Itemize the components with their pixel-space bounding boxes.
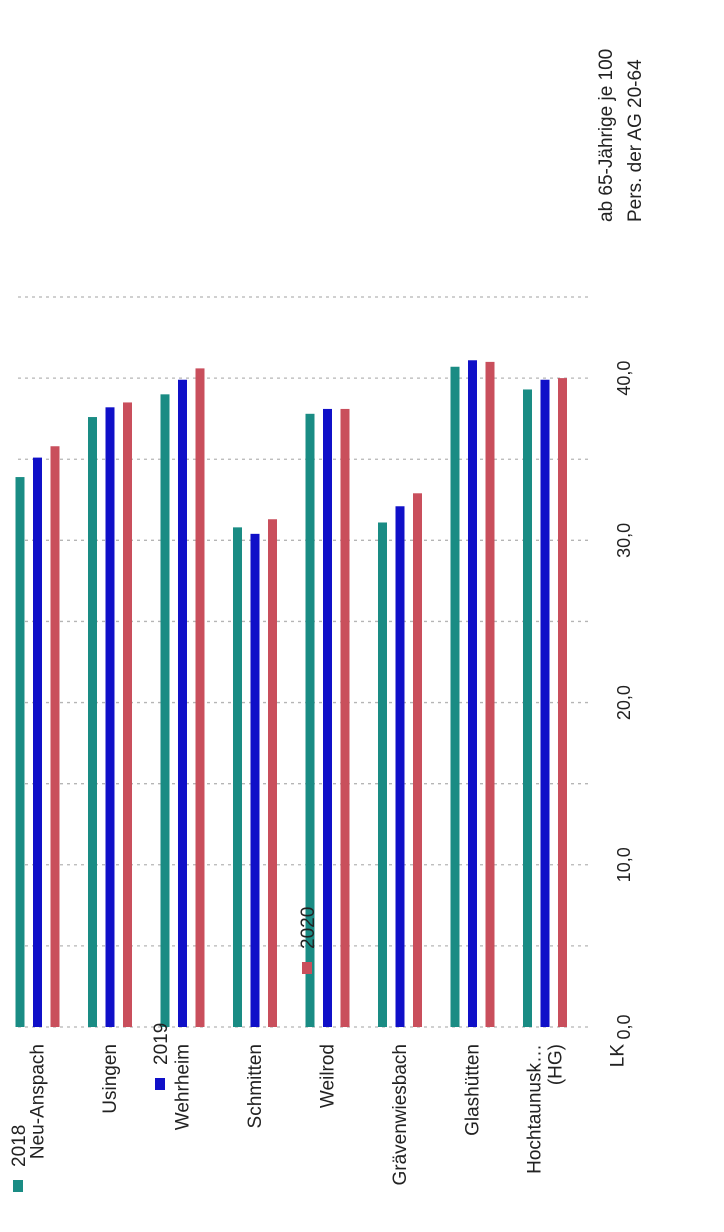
category-label: Neu-Anspach [28, 1044, 49, 1159]
bar-2019-2 [178, 379, 187, 1027]
tick-label: 40,0 [614, 361, 634, 396]
tick-label: 0,0 [614, 1014, 634, 1039]
category-label: Hochtaunusk… [525, 1044, 546, 1174]
legend-label-2018: 2018 [9, 1125, 30, 1167]
category-label: Grävenwiesbach [390, 1044, 411, 1186]
bar-2018-6 [450, 366, 460, 1027]
bar-2020-2 [195, 368, 205, 1027]
bar-2020-0 [50, 446, 60, 1027]
category-label: LK [608, 1044, 629, 1068]
category-label: Glashütten [463, 1044, 484, 1136]
bar-2018-3 [233, 527, 242, 1027]
bars [15, 360, 567, 1027]
bar-2020-4 [340, 408, 350, 1027]
unit-label: ab 65-Jährige je 100 Pers. der AG 20-64 [596, 49, 646, 222]
legend-swatch-2020 [302, 962, 312, 974]
bar-2020-3 [268, 519, 277, 1027]
bar-2019-3 [250, 533, 260, 1027]
value-axis-ticks: 0,0 10,0 20,0 30,0 40,0 [614, 361, 634, 1040]
unit-label-line-2: Pers. der AG 20-64 [625, 59, 646, 222]
category-label: Schmitten [245, 1044, 266, 1128]
legend-swatch-2018 [13, 1180, 23, 1192]
bar-2018-7 [523, 389, 532, 1027]
legend: 2018 2019 2020 [9, 907, 319, 1192]
legend-swatch-2019 [155, 1078, 165, 1090]
bar-2019-6 [468, 360, 477, 1027]
gridlines [18, 296, 592, 1028]
bar-2020-6 [485, 361, 495, 1027]
category-axis-labels: Neu-Anspach Usingen Wehrheim Schmitten Weilr… [28, 1044, 629, 1186]
legend-label-2019: 2019 [151, 1023, 172, 1065]
bar-2020-7 [558, 378, 567, 1027]
bar-2020-1 [123, 402, 132, 1027]
category-label: (HG) [546, 1044, 567, 1085]
bar-2018-1 [88, 417, 97, 1027]
bar-2019-7 [540, 379, 550, 1027]
rotated-chart-group: 0,0 10,0 20,0 30,0 40,0 Neu-Anspach Usingen We… [9, 49, 646, 1192]
bar-2018-0 [15, 477, 25, 1027]
tick-label: 10,0 [614, 847, 634, 882]
unit-label-line-1: ab 65-Jährige je 100 [596, 49, 617, 222]
tick-label: 30,0 [614, 523, 634, 558]
bar-2019-4 [323, 408, 332, 1027]
legend-label-2020: 2020 [298, 907, 319, 949]
bar-2019-0 [33, 457, 42, 1027]
category-label: Wehrheim [173, 1044, 194, 1130]
bar-2018-4 [305, 413, 315, 1027]
bar-2020-5 [413, 493, 422, 1027]
bar-2018-2 [160, 394, 170, 1027]
category-label: Usingen [100, 1044, 121, 1114]
bar-2018-5 [378, 522, 387, 1027]
tick-label: 20,0 [614, 685, 634, 720]
bar-2019-5 [395, 506, 405, 1027]
bar-2019-1 [105, 407, 115, 1027]
category-label: Weilrod [318, 1044, 339, 1108]
